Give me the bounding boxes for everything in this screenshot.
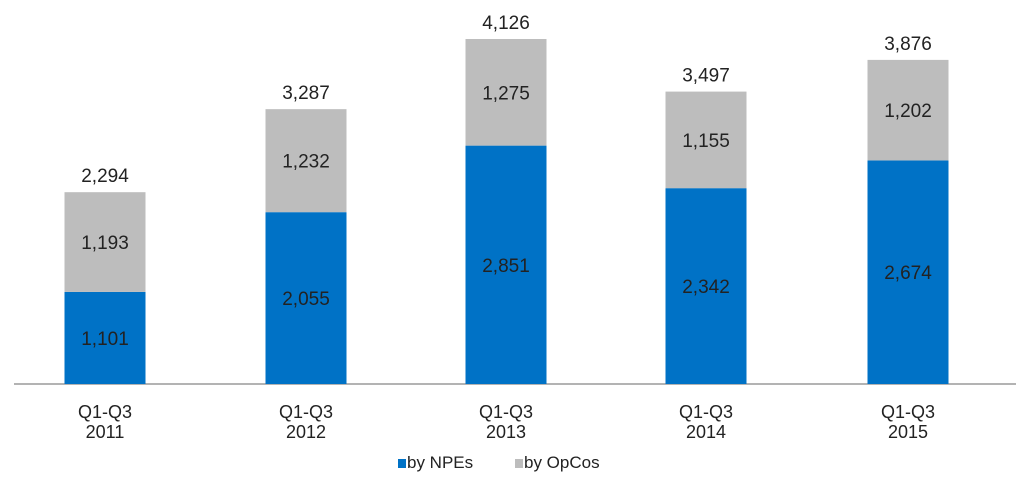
x-tick-label-1-1: 2012 [286, 422, 326, 442]
x-tick-label-1-0: Q1-Q3 [279, 402, 333, 422]
legend-swatch-opcos [515, 459, 523, 468]
value-label-opcos-3: 1,155 [682, 131, 730, 152]
x-tick-label-0-1: 2011 [86, 422, 125, 442]
value-label-opcos-2: 1,275 [482, 83, 530, 104]
total-label-3: 3,497 [682, 66, 730, 87]
total-label-2: 4,126 [482, 13, 530, 34]
value-label-npes-1: 2,055 [282, 289, 330, 310]
legend-swatch-npes [398, 459, 406, 468]
value-label-npes-0: 1,101 [81, 329, 129, 350]
x-tick-label-0-0: Q1-Q3 [78, 402, 132, 422]
total-label-1: 3,287 [282, 83, 330, 104]
total-label-4: 3,876 [884, 34, 932, 55]
total-label-0: 2,294 [81, 166, 129, 187]
x-tick-label-4-0: Q1-Q3 [881, 402, 935, 422]
x-tick-label-3-1: 2014 [686, 422, 726, 442]
x-tick-label-2-1: 2013 [486, 422, 526, 442]
x-tick-labels-group: Q1-Q32011Q1-Q32012Q1-Q32013Q1-Q32014Q1-Q… [78, 402, 935, 442]
value-label-npes-2: 2,851 [482, 256, 530, 277]
legend-label-npes: by NPEs [407, 453, 473, 472]
value-label-opcos-1: 1,232 [282, 152, 330, 173]
legend-label-opcos: by OpCos [524, 453, 600, 472]
value-label-opcos-4: 1,202 [884, 101, 932, 122]
legend: by NPEs by OpCos [398, 453, 600, 472]
value-label-npes-3: 2,342 [682, 277, 730, 298]
value-label-opcos-0: 1,193 [81, 233, 129, 254]
x-tick-label-3-0: Q1-Q3 [679, 402, 733, 422]
value-label-npes-4: 2,674 [884, 263, 932, 284]
x-tick-label-2-0: Q1-Q3 [479, 402, 533, 422]
x-tick-label-4-1: 2015 [888, 422, 928, 442]
